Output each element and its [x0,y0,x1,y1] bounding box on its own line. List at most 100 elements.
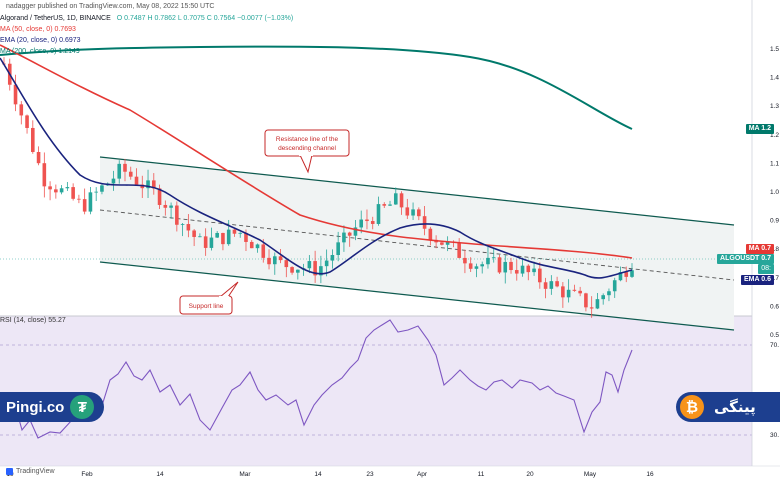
candle [128,166,133,180]
time-tick-label: Apr [417,471,428,478]
time-tick-label: 14 [314,471,322,478]
candle [365,209,369,230]
resistance-label-line2: descending channel [278,145,336,152]
support-callout: Support line [179,281,239,315]
candle [278,249,283,264]
price-tick-label: 0.9 [770,218,779,225]
candle [117,160,122,184]
rsi-legend[interactable]: RSI (14, close) 55.27 [0,317,66,324]
candle [290,266,294,275]
candle [100,183,104,195]
candle [566,279,571,303]
candle [232,229,237,237]
candle [388,200,392,206]
candle [94,187,98,202]
candle [584,292,588,312]
candle [192,229,196,247]
candle [572,284,577,292]
candle [324,249,329,277]
candle [267,249,271,270]
candle [370,216,375,230]
candle [417,207,421,221]
price-axis[interactable] [752,0,780,466]
candle [393,187,398,205]
candle [342,225,346,252]
ema20-line [0,57,633,279]
candle [578,286,582,297]
candle [359,210,364,234]
candle [330,249,335,269]
time-tick-label: Feb [81,471,93,478]
candle [221,232,225,251]
candle [307,255,312,274]
time-tick-label: Mar [239,471,251,478]
resistance-callout: Resistance line of the descending channe… [264,129,350,174]
candle [538,262,542,289]
ema-tag: EMA 0.6 [741,275,774,285]
candle [19,101,24,125]
symbol-name[interactable]: Algorand / TetherUS, 1D, BINANCE [0,15,111,22]
candle [284,259,289,278]
time-tick-label: 11 [478,471,485,478]
candle [198,233,202,238]
candle [612,277,617,298]
candle [151,173,156,195]
ma200-legend[interactable]: MA (200, close, 0) 1.2149 [0,48,80,55]
candle [146,169,150,198]
candle [71,183,75,201]
candle [382,202,387,208]
candle [209,227,214,251]
candle [54,184,58,199]
pingi-watermark-right: ₿ پینگی [676,392,780,422]
candle [595,292,600,310]
candle [134,168,139,187]
publisher-line: nadagger published on TradingView.com, M… [6,3,215,10]
candle [13,74,18,112]
candle [514,259,519,281]
candle [497,254,502,274]
candle [31,120,35,154]
candle [526,264,531,281]
candle [180,223,185,237]
candle [601,293,605,305]
rsi-tick-label: 30. [770,432,779,439]
candle [509,257,513,274]
candle [422,205,427,236]
time-tick-label: 20 [526,471,534,478]
candle [59,185,64,195]
time-axis[interactable] [0,466,780,480]
candle [163,200,168,216]
candle [226,219,231,246]
tether-icon: ₮ [70,395,95,419]
price-tag: ALGOUSDT 0.7 [717,254,774,264]
time-tick-label: May [584,471,597,478]
ma200-tag: MA 1.2 [745,124,774,134]
candle [175,201,179,232]
candle [42,152,47,198]
ema20-legend[interactable]: EMA (20, close, 0) 0.6973 [0,37,81,44]
time-tick-label: 23 [366,471,374,478]
candle [25,114,29,134]
tradingview-footer[interactable]: TradingView [6,468,55,475]
candle [607,288,611,302]
ma50-legend[interactable]: MA (50, close, 0) 0.7693 [0,26,76,33]
candle [215,231,219,239]
candle [555,276,559,288]
ma50-tag: MA 0.7 [745,244,774,254]
candle [589,296,594,318]
candle [561,282,565,308]
rsi-line [0,319,633,439]
candle [77,194,81,204]
candle [520,257,525,277]
candle [491,248,496,263]
pingi-persian-label: پینگی [714,398,756,416]
candle [88,186,93,215]
candle [336,231,340,262]
candle [48,181,52,201]
candle [624,266,629,283]
candle [411,202,415,221]
price-tick-label: 0.7 [770,275,779,282]
support-line [99,261,735,331]
ohlc-values: O 0.7487 H 0.7862 L 0.7075 C 0.7564 −0.0… [116,15,294,22]
